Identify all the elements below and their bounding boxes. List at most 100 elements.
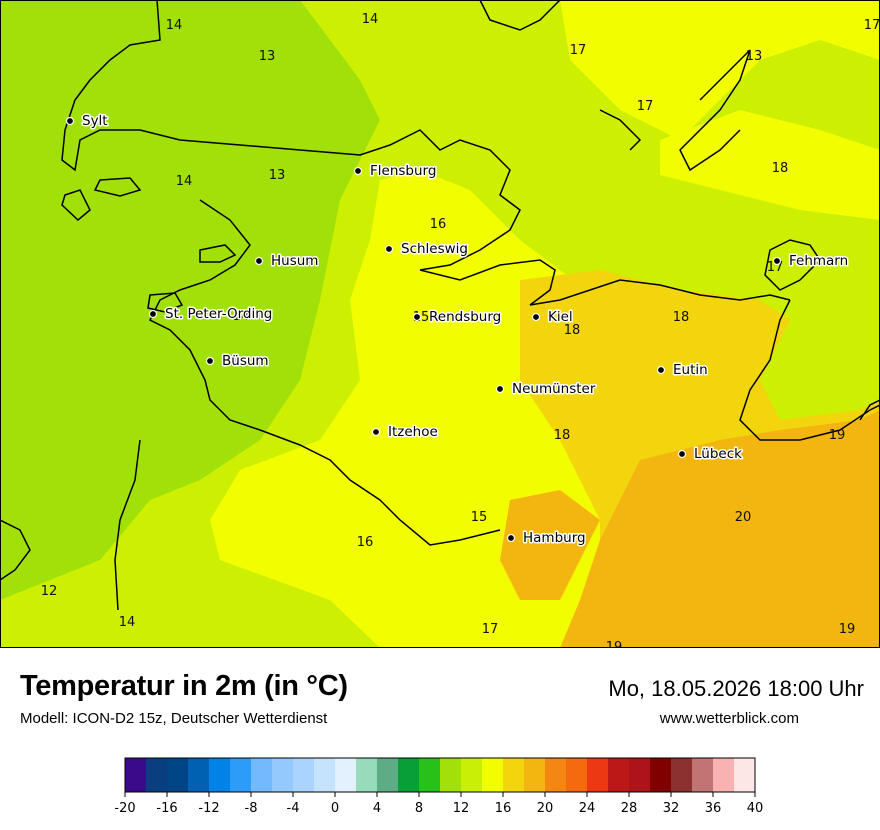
colorbar-tick-label: -12 [198,801,219,816]
city-marker: Neumünster [495,380,597,399]
zone-yellow-north [560,0,880,140]
isotherm-label: 17 [570,43,587,58]
isotherm-label: 19 [839,622,856,637]
colorbar-swatch [713,758,735,792]
city-dot [205,356,215,366]
isotherm-label: 20 [735,510,752,525]
colorbar-tick-label: 4 [373,801,381,816]
colorbar-swatch [461,758,483,792]
colorbar-swatch [293,758,315,792]
isotherm-label: 13 [259,49,276,64]
city-label: Kiel [548,309,573,325]
city-marker: Hamburg [506,529,587,548]
city-label: Husum [271,253,318,269]
colorbar-swatch [566,758,588,792]
colorbar-swatch [398,758,420,792]
city-label: Sylt [82,113,108,129]
colorbar-svg: -20 -16 -12 -8 -4 0 4 8 12 16 20 24 28 32 36 40 [114,757,763,816]
city-label: Flensburg [370,163,436,179]
colorbar-swatch [524,758,546,792]
colorbar-swatch [734,758,756,792]
temperature-colorbar: -20 -16 -12 -8 -4 0 4 8 12 16 20 24 28 32 36 40 [108,752,772,824]
city-dot [506,533,516,543]
city-marker: Rendsburg [412,308,503,327]
isotherm-label: 17 [864,18,880,33]
temperature-map: 1414171713131718141316171415181818191520… [0,0,880,648]
city-dot [495,384,505,394]
colorbar-swatch [629,758,651,792]
isotherm-label: 16 [357,535,374,550]
colorbar-tick-label: 24 [579,801,596,816]
colorbar-swatch [608,758,630,792]
isotherm-label: 18 [554,428,571,443]
isotherm-label: 18 [564,323,581,338]
website-link[interactable]: www.wetterblick.com [659,710,799,727]
isotherm-label: 14 [176,174,193,189]
colorbar-swatch [314,758,336,792]
colorbar-tick-label: 16 [495,801,512,816]
isotherm-label: 13 [746,49,763,64]
colorbar-tick-label: 40 [747,801,764,816]
isotherm-label: 18 [772,161,789,176]
isotherm-label: 14 [362,12,379,27]
city-dot [384,244,394,254]
colorbar-swatch [125,758,147,792]
colorbar-swatch [146,758,168,792]
city-dot [412,312,422,322]
zone-green-west [0,0,380,600]
colorbar-tick-label: 8 [415,801,423,816]
colorbar-swatch [167,758,189,792]
isotherm-label: 19 [606,640,623,648]
zone-yellow-ne [660,110,880,220]
city-label: Büsum [222,353,269,369]
colorbar-swatch [503,758,525,792]
model-source: Modell: ICON-D2 15z, Deutscher Wetterdie… [20,710,328,727]
isotherm-label: 14 [119,615,136,630]
city-dot [772,256,782,266]
city-dot [371,427,381,437]
city-marker: Schleswig [384,240,470,259]
city-marker: Flensburg [353,162,438,181]
colorbar-tick-label: 20 [537,801,554,816]
city-marker: St. Peter-Ording [148,305,274,324]
colorbar-outline [124,757,756,793]
colorbar-tick-label: 32 [663,801,680,816]
isotherm-label: 17 [637,99,654,114]
isotherm-label: 16 [430,217,447,232]
colorbar-swatch [440,758,462,792]
temperature-map-svg: 1414171713131718141316171415181818191520… [0,0,880,648]
city-marker: Itzehoe [371,423,439,442]
city-dot [65,116,75,126]
city-marker: Lübeck [677,445,744,464]
colorbar-swatch [209,758,231,792]
colorbar-tick-label: 0 [331,801,339,816]
colorbar-swatch [356,758,378,792]
city-dot [353,166,363,176]
city-label: St. Peter-Ording [165,306,272,322]
colorbar-ticks: -20 -16 -12 -8 -4 0 4 8 12 16 20 24 28 32 36 40 [114,792,763,816]
city-label: Fehmarn [789,253,848,269]
colorbar-swatch [692,758,714,792]
colorbar-swatch [377,758,399,792]
colorbar-swatch [419,758,441,792]
colorbar-tick-label: 28 [621,801,638,816]
city-label: Eutin [673,362,708,378]
isotherm-label: 14 [166,18,183,33]
isotherm-label: 19 [829,428,846,443]
city-label: Rendsburg [429,309,501,325]
colorbar-swatch [587,758,609,792]
colorbar-tick-label: 36 [705,801,722,816]
city-dot [148,309,158,319]
isotherm-label: 13 [269,168,286,183]
isotherm-label: 17 [482,622,499,637]
isotherm-label: 12 [41,584,58,599]
city-marker: Fehmarn [772,252,850,271]
isotherm-label: 14 [233,309,250,324]
colorbar-swatch [671,758,693,792]
forecast-datetime: Mo, 18.05.2026 18:00 Uhr [608,676,864,701]
city-label: Schleswig [401,241,468,257]
city-dot [677,449,687,459]
city-marker: Sylt [65,112,109,131]
zone-warm-south [500,490,600,600]
city-marker: Eutin [656,361,709,380]
